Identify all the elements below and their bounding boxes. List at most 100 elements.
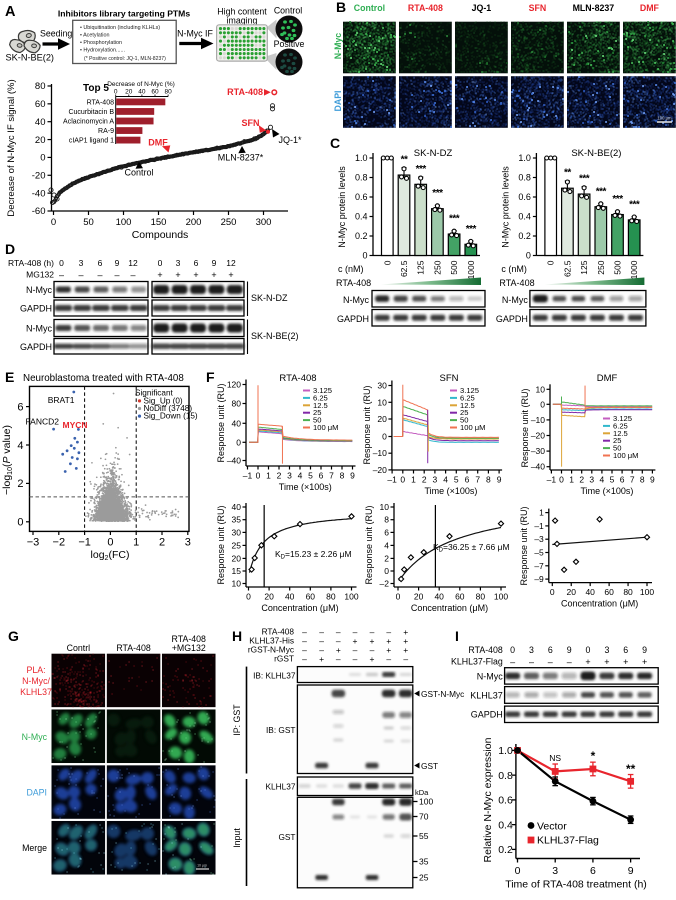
svg-text:–40: –40 (227, 456, 241, 466)
svg-text:+: + (370, 654, 375, 664)
svg-text:6: 6 (590, 865, 596, 877)
svg-text:1000: 1000 (629, 260, 639, 279)
svg-text:1: 1 (539, 508, 544, 518)
svg-text:–: – (510, 657, 515, 667)
svg-text:MLN-8237: MLN-8237 (573, 3, 615, 13)
svg-text:–20: –20 (531, 431, 545, 441)
svg-text:70: 70 (419, 812, 429, 822)
svg-text:25: 25 (313, 408, 321, 417)
svg-text:10: 10 (377, 397, 387, 407)
svg-text:–: – (386, 627, 391, 637)
svg-text:KD=15.23 ± 2.26 μM: KD=15.23 ± 2.26 μM (275, 549, 352, 561)
svg-text:2: 2 (17, 478, 23, 490)
svg-text:0: 0 (526, 251, 531, 261)
svg-text:IB: KLHL37: IB: KLHL37 (253, 671, 296, 681)
svg-text:Response unit (RU): Response unit (RU) (216, 383, 226, 462)
svg-text:0: 0 (17, 517, 23, 529)
svg-text:300: 300 (256, 217, 272, 228)
svg-text:1.0: 1.0 (355, 153, 368, 163)
svg-text:–: – (302, 627, 307, 637)
svg-text:RTA-408: RTA-408 (262, 627, 295, 637)
svg-text:N-Myc: N-Myc (343, 295, 369, 305)
svg-text:3: 3 (185, 537, 191, 549)
svg-text:DAPI: DAPI (333, 90, 343, 111)
svg-text:• Phosphorylation: • Phosphorylation (80, 40, 122, 46)
svg-text:2: 2 (277, 471, 282, 481)
svg-text:40: 40 (434, 592, 444, 602)
svg-text:3.125: 3.125 (613, 414, 632, 423)
svg-text:3.125: 3.125 (313, 386, 332, 395)
svg-text:***: *** (449, 214, 460, 225)
svg-text:N-Myc protein levels: N-Myc protein levels (337, 166, 347, 248)
svg-text:GAPDH: GAPDH (337, 314, 369, 324)
svg-text:RTA-408 (h): RTA-408 (h) (8, 258, 54, 268)
svg-text:–1: –1 (534, 521, 544, 531)
svg-text:9: 9 (628, 865, 634, 877)
svg-text:80: 80 (476, 592, 486, 602)
svg-text:FANCD2: FANCD2 (25, 417, 59, 427)
svg-text:25: 25 (613, 436, 621, 445)
svg-text:80: 80 (232, 399, 242, 409)
svg-text:8: 8 (486, 475, 491, 485)
svg-text:12.5: 12.5 (460, 401, 475, 410)
svg-text:60: 60 (604, 587, 614, 597)
svg-text:5: 5 (308, 471, 313, 481)
svg-text:0: 0 (158, 258, 163, 268)
svg-text:BRAT1: BRAT1 (48, 395, 75, 405)
svg-text:0: 0 (546, 260, 556, 265)
svg-text:KD=36.25 ± 7.66 μM: KD=36.25 ± 7.66 μM (433, 542, 510, 554)
svg-text:SK-N-DZ: SK-N-DZ (414, 148, 453, 159)
svg-text:4: 4 (600, 475, 605, 485)
svg-text:60: 60 (306, 592, 316, 602)
svg-text:IB: GST: IB: GST (266, 725, 296, 735)
svg-text:8: 8 (340, 471, 345, 481)
svg-text:Response unit (RU): Response unit (RU) (364, 505, 374, 584)
svg-text:55: 55 (419, 831, 429, 841)
svg-text:100: 100 (419, 797, 433, 807)
svg-text:0: 0 (51, 217, 56, 228)
svg-text:RTA-408: RTA-408 (87, 100, 114, 107)
svg-text:N-Myc: N-Myc (333, 33, 343, 60)
svg-text:KLHL37-His: KLHL37-His (249, 636, 294, 646)
svg-text:SFN: SFN (529, 3, 547, 13)
svg-text:kDa: kDa (415, 788, 429, 797)
svg-text:F: F (206, 369, 215, 385)
svg-text:cIAP1 ligand 1: cIAP1 ligand 1 (69, 138, 114, 145)
svg-text:+: + (403, 627, 408, 637)
svg-text:1000: 1000 (466, 260, 476, 279)
svg-text:50: 50 (83, 217, 94, 228)
svg-text:RTA-408: RTA-408 (227, 87, 263, 97)
svg-text:–: – (130, 270, 135, 280)
svg-text:2: 2 (384, 553, 389, 563)
svg-text:0: 0 (559, 475, 564, 485)
svg-text:Sig_Down (15): Sig_Down (15) (144, 412, 198, 421)
svg-text:30: 30 (377, 381, 387, 391)
svg-text:Concentration (μM): Concentration (μM) (411, 603, 488, 613)
svg-text:35: 35 (232, 515, 242, 525)
svg-text:KLHL37: KLHL37 (20, 687, 52, 697)
svg-text:-60: -60 (32, 206, 46, 217)
svg-text:4: 4 (17, 440, 23, 452)
svg-text:250: 250 (432, 260, 442, 274)
svg-text:–: – (567, 657, 572, 667)
svg-text:***: *** (416, 164, 427, 175)
svg-text:+: + (336, 645, 341, 655)
svg-text:25: 25 (460, 408, 468, 417)
svg-text:0: 0 (236, 437, 241, 447)
svg-text:40: 40 (35, 117, 46, 128)
svg-text:–: – (386, 654, 391, 664)
svg-text:6: 6 (465, 475, 470, 485)
svg-text:RTA-408: RTA-408 (468, 645, 502, 655)
svg-text:6: 6 (194, 258, 199, 268)
svg-text:–3: –3 (534, 534, 544, 544)
svg-text:−3: −3 (27, 537, 40, 549)
svg-text:62.5: 62.5 (399, 260, 409, 277)
svg-text:rGST-N-Myc: rGST-N-Myc (248, 645, 294, 655)
svg-text:Compounds: Compounds (132, 229, 189, 241)
svg-text:6: 6 (98, 258, 103, 268)
svg-text:N-Myc/: N-Myc/ (22, 676, 50, 686)
svg-text:SK-N-BE(2): SK-N-BE(2) (251, 331, 299, 341)
svg-text:c (nM): c (nM) (338, 264, 364, 274)
svg-text:KLHL37: KLHL37 (470, 691, 503, 701)
svg-text:N-Myc: N-Myc (22, 732, 48, 742)
